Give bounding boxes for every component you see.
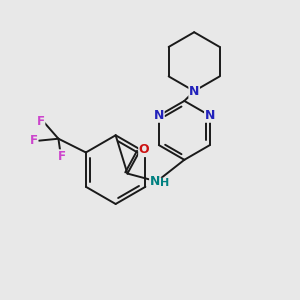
Text: N: N [205,109,215,122]
Text: F: F [37,115,45,128]
Text: N: N [154,109,164,122]
Text: H: H [160,178,169,188]
Text: O: O [139,143,149,157]
Text: F: F [58,150,66,163]
Text: F: F [30,134,38,147]
Text: N: N [150,175,160,188]
Text: N: N [189,85,200,98]
